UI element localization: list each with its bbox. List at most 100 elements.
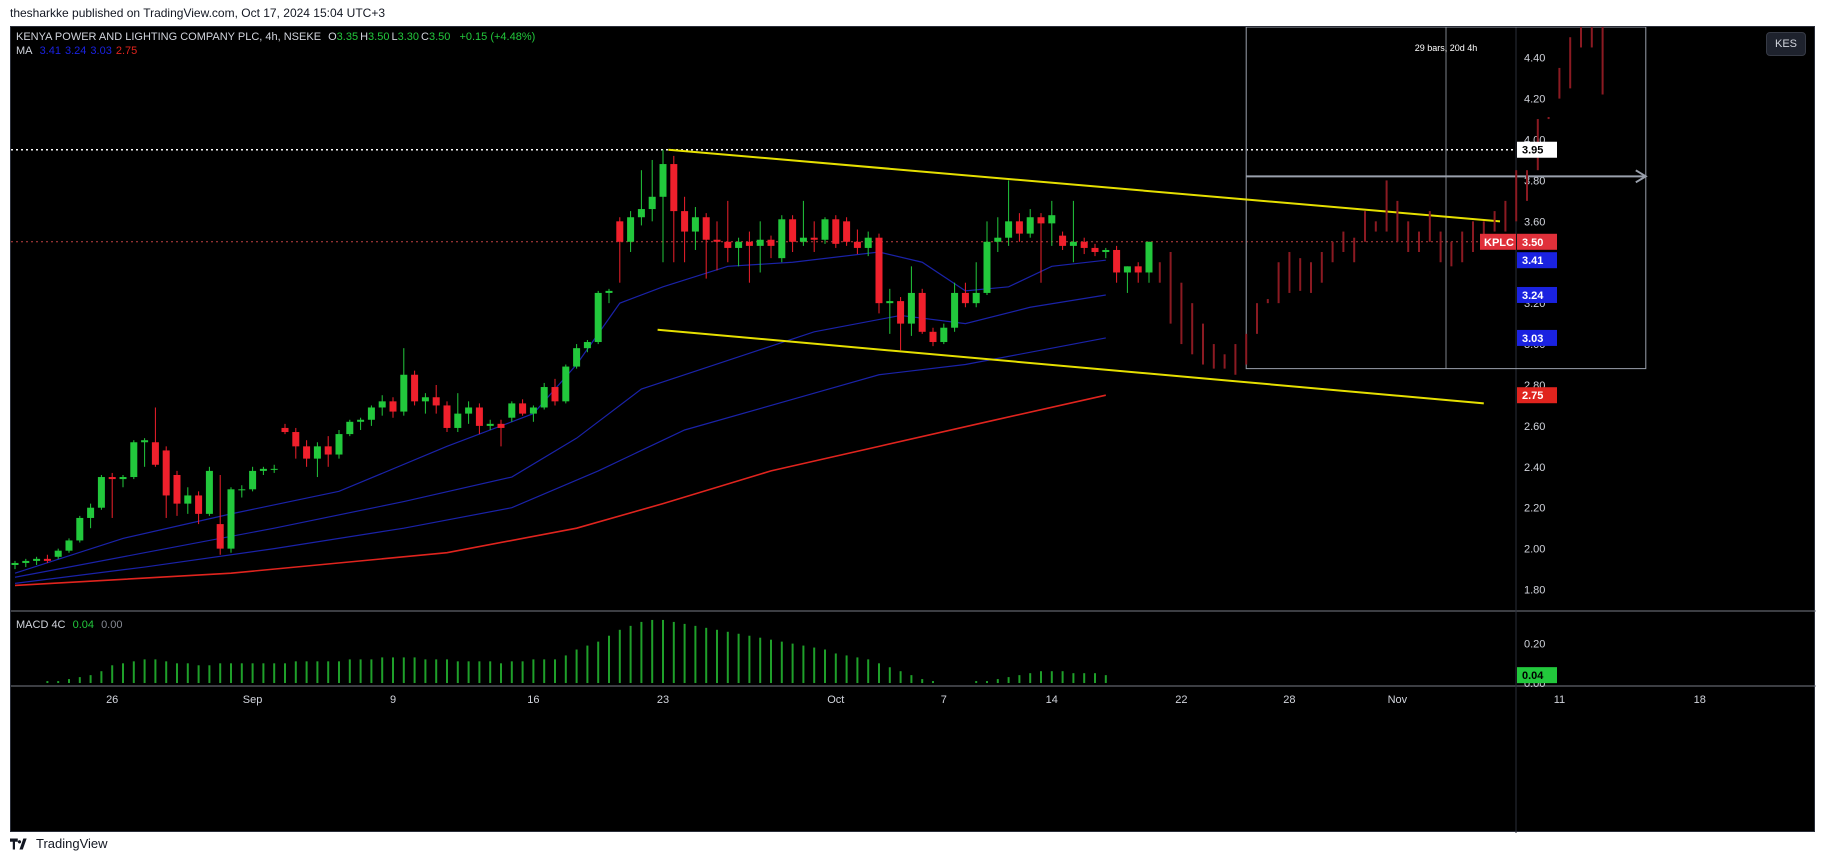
price-tag-bg <box>1517 141 1557 158</box>
trendline-upper <box>668 148 1501 223</box>
candle-body <box>1069 241 1077 246</box>
candle-body <box>33 558 41 561</box>
chart-canvas[interactable]: 1.802.002.202.402.602.803.003.203.403.60… <box>11 27 1816 833</box>
ma-value-2: 3.24 <box>64 45 87 57</box>
macd-label: MACD 4C <box>16 619 66 631</box>
tradingview-logo-icon <box>10 837 27 850</box>
macd-tag-value: 0.04 <box>1522 670 1544 682</box>
price-tick-label: 4.40 <box>1524 53 1545 65</box>
candle-body <box>465 407 473 414</box>
candle-body <box>43 558 51 561</box>
candle-body <box>713 239 721 242</box>
candle-body <box>173 474 181 504</box>
candle-body <box>799 237 807 242</box>
candle-body <box>443 405 451 428</box>
candle-body <box>281 427 289 433</box>
ma-legend: MA 3.41 3.24 3.03 2.75 <box>16 45 145 57</box>
time-tick-label: 14 <box>1046 694 1058 706</box>
ma-label: MA <box>16 45 33 57</box>
candle-body <box>119 477 127 480</box>
candle-body <box>1080 241 1088 248</box>
candle-body <box>130 442 138 478</box>
time-tick-label: 23 <box>657 694 669 706</box>
ohlc-h: H3.50 <box>360 31 390 43</box>
candle-body <box>659 164 667 197</box>
price-tag-value: 3.41 <box>1522 255 1543 267</box>
candle-body <box>184 495 192 504</box>
candle-body <box>627 217 635 242</box>
measure-arrow-head <box>1635 169 1648 184</box>
candle-body <box>843 221 851 242</box>
candle-body <box>702 217 710 240</box>
candle-body <box>497 423 505 428</box>
candle-body <box>151 442 159 465</box>
candle-body <box>303 446 311 459</box>
candle-body <box>270 468 278 470</box>
ma-values: 3.41 3.24 3.03 2.75 <box>40 45 142 57</box>
candle-body <box>346 421 354 435</box>
candle-body <box>540 387 548 408</box>
candle-body <box>637 209 645 218</box>
candle-body <box>551 387 559 402</box>
footer-brand[interactable]: TradingView <box>10 836 108 851</box>
time-tick-label: 28 <box>1283 694 1295 706</box>
time-tick-label: Sep <box>243 694 263 706</box>
candle-body <box>11 562 19 565</box>
candle-body <box>573 348 581 367</box>
time-tick-label: 7 <box>941 694 947 706</box>
price-tag-label: KPLC <box>1484 237 1514 249</box>
candle-body <box>1145 241 1153 273</box>
candle-body <box>432 397 440 406</box>
candle-body <box>810 237 818 240</box>
candle-body <box>22 560 30 563</box>
macd-legend: MACD 4C 0.04 0.00 <box>16 619 126 631</box>
candle-body <box>1134 266 1142 273</box>
price-tag-bg <box>1517 329 1557 346</box>
ma-value-4: 2.75 <box>115 45 138 57</box>
candle-body <box>205 470 213 514</box>
candle-body <box>249 470 257 490</box>
ma-value-3: 3.03 <box>90 45 112 57</box>
candle-body <box>735 241 743 248</box>
candle-body <box>681 211 689 232</box>
candle-body <box>519 403 527 414</box>
candle-body <box>1005 221 1013 238</box>
macd-tag-bg <box>1517 667 1557 684</box>
candle-body <box>821 219 829 240</box>
moving-average-line <box>14 394 1106 587</box>
candle-body <box>1102 249 1110 253</box>
measure-label: 29 bars, 20d 4h <box>1415 43 1478 53</box>
candle-body <box>789 219 797 242</box>
candle-body <box>76 517 84 541</box>
ma-value-1: 3.41 <box>39 45 61 57</box>
candle-body <box>259 468 267 471</box>
time-tick-label: 18 <box>1694 694 1706 706</box>
candle-body <box>1015 221 1023 234</box>
ohlc-o: O3.35 <box>328 31 359 43</box>
currency-button[interactable]: KES <box>1766 32 1806 56</box>
candle-body <box>605 290 613 293</box>
candle-body <box>486 423 494 426</box>
candle-body <box>951 292 959 328</box>
candle-body <box>594 292 602 343</box>
price-tag-value: 3.95 <box>1522 145 1543 157</box>
candle-body <box>162 450 170 496</box>
price-tick-label: 2.40 <box>1524 462 1545 474</box>
candle-body <box>529 407 537 414</box>
candle-body <box>918 292 926 332</box>
candle-body <box>421 397 429 402</box>
price-tick-label: 4.20 <box>1524 94 1545 106</box>
candle-body <box>1123 266 1131 273</box>
candle-body <box>832 219 840 244</box>
trendline-lower <box>657 328 1484 405</box>
time-tick-label: 26 <box>106 694 118 706</box>
candle-body <box>508 403 516 418</box>
price-tag-label-bg <box>1480 233 1516 250</box>
price-tick-label: 2.60 <box>1524 421 1545 433</box>
price-tick-label: 2.20 <box>1524 503 1545 515</box>
candle-body <box>389 401 397 412</box>
price-tag-value: 3.50 <box>1522 237 1543 249</box>
chart-frame[interactable]: 1.802.002.202.402.602.803.003.203.403.60… <box>10 26 1816 833</box>
macd-signal-value: 0.00 <box>101 619 123 631</box>
candle-body <box>1048 215 1056 224</box>
